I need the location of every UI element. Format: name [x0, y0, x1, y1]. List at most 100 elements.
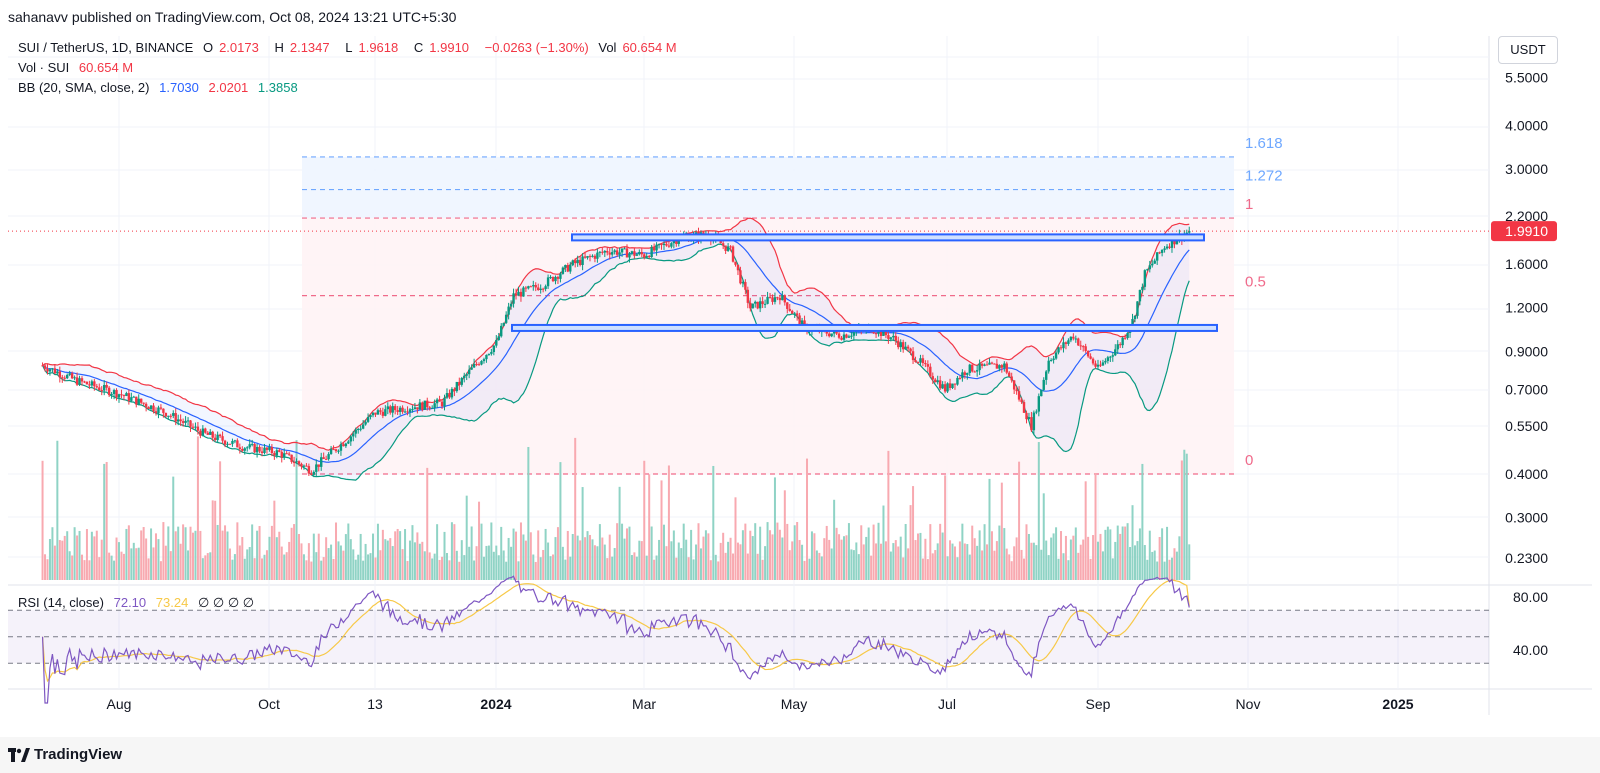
volume-bar: [670, 541, 673, 580]
volume-bar: [662, 524, 665, 580]
candle-body: [1067, 340, 1070, 344]
currency-button[interactable]: USDT: [1498, 36, 1558, 64]
candle-body: [576, 259, 579, 264]
volume-bar: [100, 539, 103, 580]
volume-bar: [658, 539, 661, 580]
time-tick-label: 2024: [480, 696, 511, 712]
volume-bar: [406, 560, 409, 580]
volume-bar: [902, 557, 905, 580]
candle-body: [199, 430, 202, 436]
candle-body: [1072, 336, 1075, 339]
bb-label[interactable]: BB (20, SMA, close, 2): [18, 80, 150, 95]
price-axis[interactable]: 5.5000 4.0000 3.0000 2.2000 1.6000 1.2000 0.90…: [1505, 69, 1548, 565]
candle-body: [744, 282, 747, 290]
candle-body: [598, 251, 602, 253]
symbol-name[interactable]: SUI / TetherUS, 1D, BINANCE: [18, 40, 194, 55]
candle-body: [371, 412, 375, 416]
candle-body: [391, 406, 394, 413]
candle-body: [1074, 338, 1078, 340]
volume-bar: [298, 534, 301, 580]
price-tick-label: 0.2300: [1505, 550, 1548, 566]
volume-bar: [438, 559, 441, 580]
volume-bar: [598, 524, 601, 580]
volume-bar: [497, 555, 500, 580]
time-axis[interactable]: Aug Oct 13 2024 Mar May Jul Sep Nov 2025: [107, 696, 1414, 712]
volume-bar: [766, 522, 769, 580]
candle-body: [312, 471, 316, 475]
candle-body: [477, 364, 481, 366]
volume-bar: [256, 530, 259, 580]
volume-bar: [993, 550, 996, 580]
candle-body: [657, 244, 661, 246]
volume-bar: [724, 552, 727, 580]
candle-body: [776, 297, 779, 299]
candle-body: [1123, 337, 1127, 339]
volume-bar: [1185, 453, 1188, 580]
candle-body: [897, 340, 900, 348]
volume-bar: [961, 523, 964, 580]
volume-bar: [1183, 449, 1186, 580]
candle-body: [591, 255, 594, 257]
candle-body: [971, 364, 974, 372]
volume-bar: [1129, 546, 1132, 580]
candle-body: [514, 293, 518, 296]
candle-body: [354, 429, 357, 434]
volume-bar: [857, 554, 860, 580]
candle-body: [647, 256, 651, 258]
candle-body: [226, 443, 229, 445]
candle-body: [729, 246, 732, 248]
candle-body: [504, 314, 508, 323]
volume-bar: [184, 527, 187, 580]
volume-bar: [1064, 535, 1067, 580]
candle-body: [403, 411, 407, 413]
volume-bar: [209, 552, 212, 580]
volume-bar: [436, 524, 439, 580]
candle-body: [472, 363, 476, 368]
candle-body: [105, 384, 108, 388]
candle-body: [228, 443, 232, 445]
volume-bar: [270, 525, 273, 580]
candle-body: [157, 407, 160, 414]
tradingview-logo[interactable]: TradingView: [8, 746, 122, 763]
candle-body: [564, 265, 567, 268]
volume-bar: [912, 486, 915, 580]
candle-body: [645, 256, 648, 258]
candle-body: [181, 421, 185, 423]
candle-body: [509, 303, 513, 307]
volume-bar: [441, 556, 444, 580]
candle-body: [615, 250, 619, 255]
volume-bar: [512, 528, 515, 580]
volume-bar: [315, 552, 318, 580]
open-label: O: [202, 40, 214, 55]
rsi-label[interactable]: RSI (14, close): [18, 595, 104, 610]
rsi-tick-label: 40.00: [1513, 642, 1548, 658]
candle-body: [80, 378, 84, 382]
support-resistance-zones[interactable]: [511, 233, 1218, 332]
candle-body: [652, 247, 656, 251]
candle-body: [608, 252, 611, 255]
candle-body: [736, 264, 740, 271]
candle-body: [337, 450, 340, 452]
volume-bar: [310, 561, 313, 580]
volume-bar: [1146, 559, 1149, 580]
time-tick-label: Aug: [107, 696, 132, 712]
candle-body: [68, 373, 71, 375]
volume-bar: [702, 536, 705, 580]
volume-bar: [944, 475, 947, 580]
candle-body: [884, 329, 888, 336]
candle-body: [1079, 345, 1082, 347]
price-tick-label: 0.9000: [1505, 343, 1548, 359]
price-tick-label: 5.5000: [1505, 69, 1548, 85]
volume-bar: [751, 536, 754, 580]
candle-body: [107, 387, 111, 396]
volume-bar: [325, 537, 328, 580]
volume-bar: [524, 540, 527, 580]
candle-body: [130, 397, 133, 401]
volume-bar: [887, 450, 890, 580]
last-price-label: 1.9910: [1505, 223, 1548, 239]
volume-bar: [404, 529, 407, 580]
volume-label[interactable]: Vol · SUI: [18, 60, 70, 75]
volume-bar: [1106, 526, 1109, 580]
volume-bar: [519, 522, 522, 580]
